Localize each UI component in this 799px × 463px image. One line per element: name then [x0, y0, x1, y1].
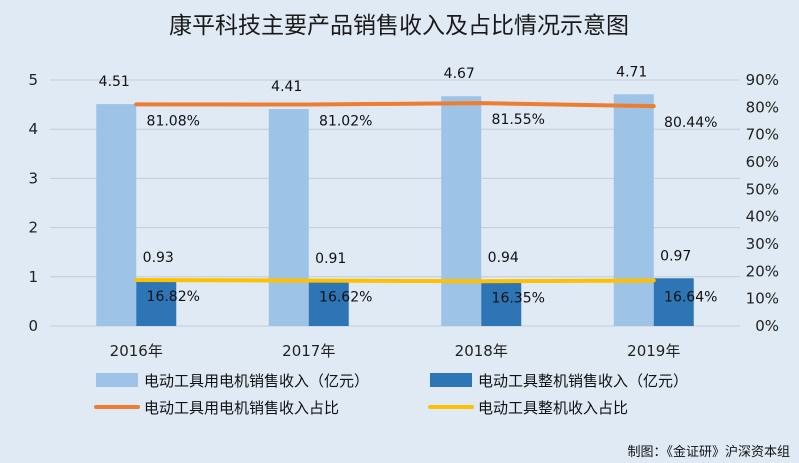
bar-tool-revenue [308, 281, 349, 326]
y-left-tick-label: 0 [28, 317, 38, 335]
y-axis-right: 0% 10% 20% 30% 40% 50% 60% 70% 80% 90% [746, 71, 779, 335]
line-tool-share [134, 278, 656, 284]
legend-label: 电动工具整机销售收入（亿元） [478, 372, 688, 390]
data-label-motor-share: 81.08% [147, 113, 200, 129]
y-left-tick-label: 3 [28, 169, 38, 187]
data-label-motor-revenue: 4.51 [99, 74, 130, 90]
y-axis-left: 0 1 2 3 4 5 [28, 71, 38, 335]
bar-motor-revenue [96, 104, 137, 326]
bars [96, 94, 694, 327]
y-right-tick-label: 20% [746, 262, 779, 280]
data-label-tool-revenue: 0.93 [143, 250, 174, 266]
y-right-tick-label: 50% [746, 180, 779, 198]
y-right-tick-label: 30% [746, 235, 779, 253]
legend-swatch-bar [96, 373, 138, 387]
data-label-motor-share: 80.44% [664, 115, 717, 131]
y-right-tick-label: 0% [755, 317, 779, 335]
data-label-motor-share: 81.02% [319, 114, 372, 130]
data-label-tool-revenue: 0.94 [488, 250, 519, 266]
y-left-tick-label: 5 [28, 71, 38, 89]
legend-label: 电动工具用电机销售收入（亿元） [144, 372, 369, 390]
y-right-tick-label: 80% [746, 98, 779, 116]
series-lines [134, 101, 656, 284]
y-left-tick-label: 1 [28, 268, 38, 286]
data-label-tool-revenue: 0.91 [315, 251, 346, 267]
bar-tool-revenue [481, 279, 522, 326]
x-axis: 2016年 2017年 2018年 2019年 [110, 342, 681, 360]
legend-label: 电动工具整机收入占比 [478, 399, 628, 417]
data-label-motor-revenue: 4.71 [616, 64, 647, 80]
y-right-tick-label: 60% [746, 153, 779, 171]
line-motor-share [134, 101, 656, 109]
legend-label: 电动工具用电机销售收入占比 [144, 399, 339, 417]
y-right-tick-label: 70% [746, 126, 779, 144]
x-tick-label: 2016年 [110, 342, 163, 360]
y-right-tick-label: 10% [746, 290, 779, 308]
data-label-motor-share: 81.55% [492, 112, 545, 128]
data-label-tool-share: 16.64% [664, 290, 717, 306]
bar-tool-revenue [653, 278, 694, 326]
legend-swatch-bar [430, 373, 472, 387]
bar-motor-revenue [441, 96, 482, 327]
y-right-tick-label: 90% [746, 71, 779, 89]
x-tick-label: 2018年 [455, 342, 508, 360]
y-right-tick-label: 40% [746, 208, 779, 226]
bar-tool-revenue [136, 280, 177, 326]
bar-motor-revenue [613, 94, 654, 326]
data-label-motor-revenue: 4.67 [444, 66, 475, 82]
data-label-tool-share: 16.35% [492, 290, 545, 306]
source-note: 制图：《金证研》沪深资本组 [627, 444, 790, 460]
data-labels: 4.51 4.41 4.67 4.71 0.93 0.91 0.94 0.97 81.08% 81… [99, 64, 718, 306]
x-tick-label: 2017年 [282, 342, 335, 360]
data-label-tool-share: 16.62% [319, 290, 372, 306]
data-label-motor-revenue: 4.41 [271, 79, 302, 95]
chart-title: 康平科技主要产品销售收入及占比情况示意图 [169, 13, 629, 39]
data-label-tool-revenue: 0.97 [660, 248, 691, 264]
x-tick-label: 2019年 [627, 342, 680, 360]
bar-motor-revenue [268, 109, 309, 326]
legend: 电动工具用电机销售收入（亿元） 电动工具整机销售收入（亿元） 电动工具用电机销售收入… [94, 372, 688, 417]
y-left-tick-label: 2 [28, 219, 38, 237]
data-label-tool-share: 16.82% [147, 289, 200, 305]
y-left-tick-label: 4 [28, 120, 38, 138]
